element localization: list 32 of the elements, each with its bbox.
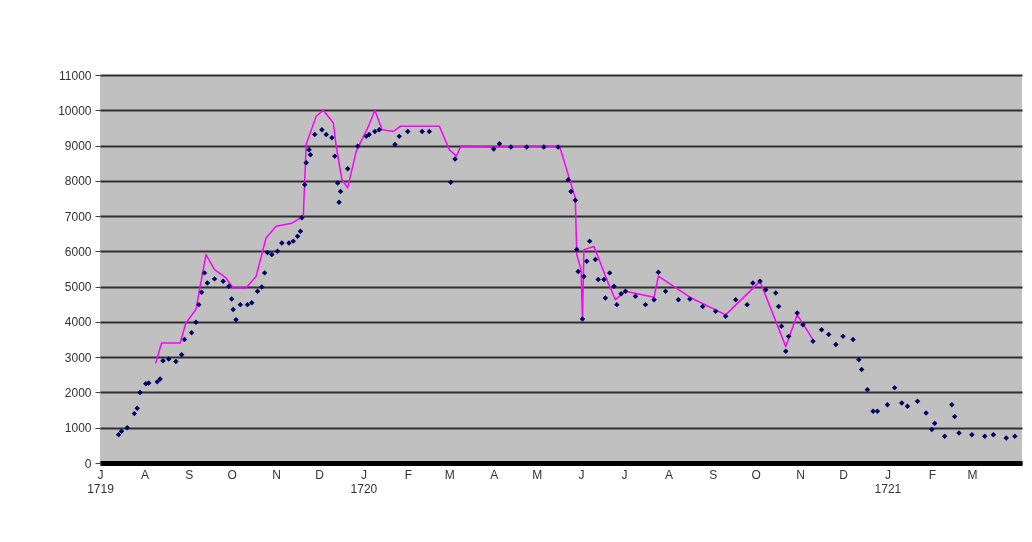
x-tick-label: S bbox=[185, 467, 194, 482]
x-tick-label: O bbox=[751, 467, 761, 482]
x-tick-label: M bbox=[967, 467, 978, 482]
y-tick-label: 3000 bbox=[64, 350, 92, 365]
y-tick-label: 10000 bbox=[58, 103, 92, 118]
x-tick-label: F bbox=[928, 467, 936, 482]
x-tick-label: J bbox=[578, 467, 585, 482]
y-tick-label: 8000 bbox=[64, 174, 92, 189]
x-tick-label: D bbox=[839, 467, 849, 482]
x-tick-label: F bbox=[404, 467, 412, 482]
x-tick-label: J bbox=[621, 467, 628, 482]
y-tick-label: 9000 bbox=[64, 139, 92, 154]
x-tick-label: A bbox=[140, 467, 149, 482]
x-tick-label: N bbox=[796, 467, 805, 482]
x-tick-label: A bbox=[664, 467, 673, 482]
x-tick-label: M bbox=[444, 467, 455, 482]
y-tick-label: 11000 bbox=[59, 68, 92, 83]
line-series bbox=[155, 109, 814, 364]
y-tick-label: 7000 bbox=[64, 209, 92, 224]
y-tick-label: 2000 bbox=[64, 385, 92, 400]
y-tick-label: 4000 bbox=[64, 315, 92, 330]
x-tick-label: M bbox=[532, 467, 543, 482]
x-tick-label: O bbox=[227, 467, 237, 482]
x-tick-label: J 1721 bbox=[874, 467, 902, 496]
x-tick-label: J 1720 bbox=[350, 467, 378, 496]
y-tick-label: 6000 bbox=[64, 244, 92, 259]
x-tick-label: D bbox=[315, 467, 325, 482]
y-tick-label: 5000 bbox=[64, 280, 92, 295]
y-tick-label: 1000 bbox=[64, 421, 92, 436]
x-tick-label: A bbox=[490, 467, 499, 482]
x-tick-label: S bbox=[709, 467, 718, 482]
x-tick-label: N bbox=[272, 467, 281, 482]
